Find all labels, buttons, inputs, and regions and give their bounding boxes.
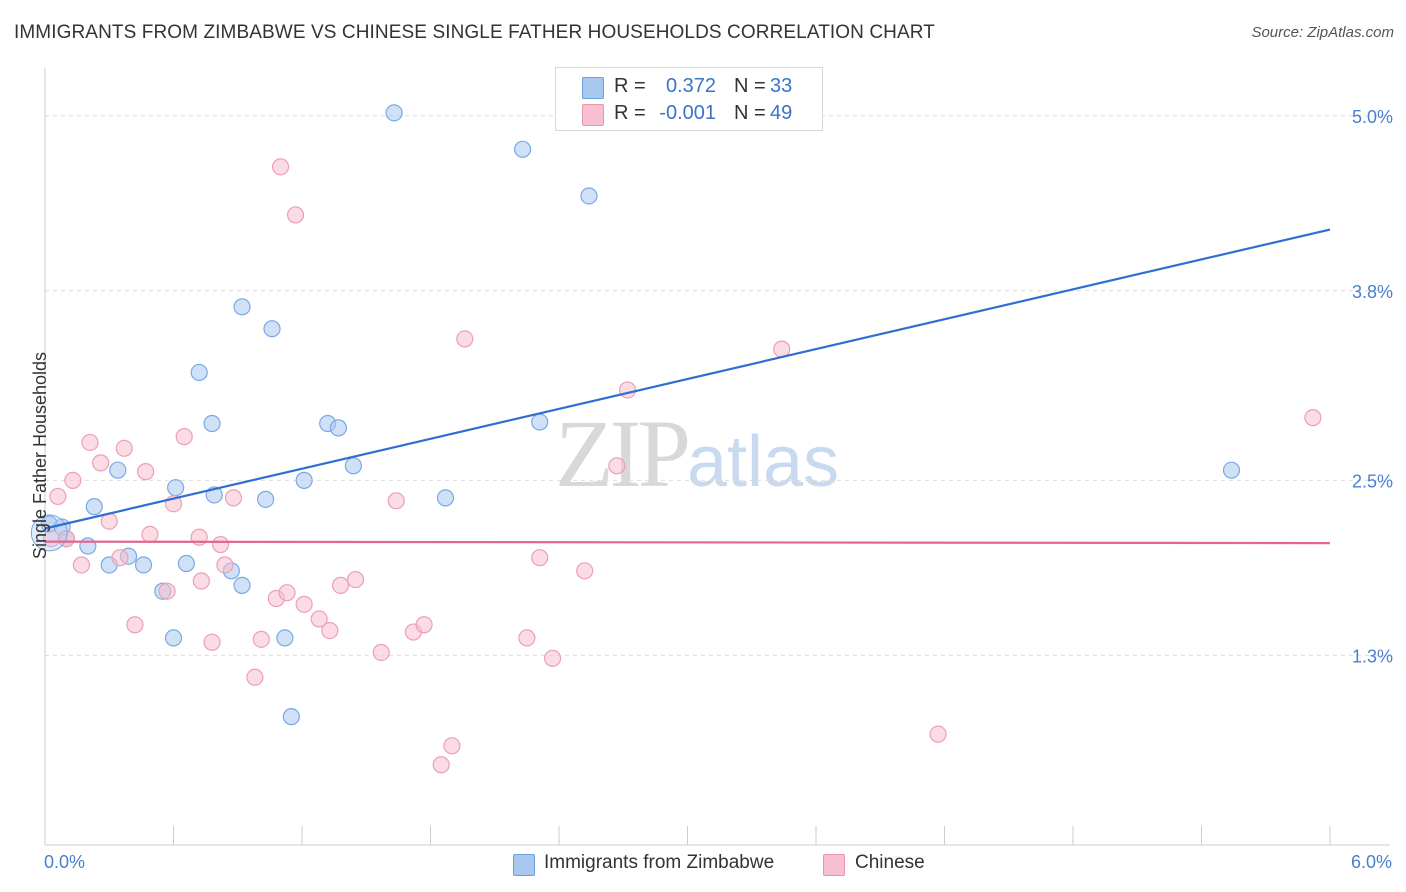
chinese-point [126,616,144,634]
y-tick-label: 3.8% [1352,282,1393,302]
y-tick-label: 5.0% [1352,107,1393,127]
bottom-legend-swatch-blue [513,854,535,876]
chinese-point [49,487,67,506]
chinese-point [216,556,234,574]
zimbabwe-point [109,461,127,479]
legend-n-value: 49 [770,102,793,124]
chinese-point [331,576,350,594]
chinese-point [1304,409,1322,427]
chinese-point [175,428,193,446]
zimbabwe-point [164,629,183,647]
legend-row-zimbabwe: R = 0.372 N = 33 [556,74,822,100]
chinese-point [81,433,99,452]
zimbabwe-point [531,413,549,431]
watermark: ZIPatlas [555,398,839,509]
zimbabwe-point [385,104,403,122]
chinese-point [415,616,433,634]
zimbabwe-point [513,140,532,158]
x-axis-min-label: 0.0% [44,852,86,872]
chinese-point [518,629,536,647]
chinese-point [618,381,637,399]
chinese-point [271,158,290,176]
chinese-point [141,525,159,543]
chinese-trend-line [44,540,1331,545]
chinese-point [456,330,474,348]
chinese-point [212,535,230,554]
chinese-point [321,622,339,640]
chinese-point [252,630,270,648]
legend-n-value: 33 [770,75,793,97]
chinese-point [115,439,133,457]
watermark-atlas: atlas [687,422,840,502]
zimbabwe-point [177,554,195,573]
zimbabwe-point [580,187,598,205]
chinese-point [203,633,221,651]
legend-row-chinese: R = -0.001 N = 49 [556,101,822,127]
zimbabwe-point [134,556,153,574]
legend-r-value: 0.372 [665,75,716,97]
zimbabwe-point [190,363,208,382]
chinese-point [576,562,594,580]
zimbabwe-point [203,414,221,433]
zimbabwe-point [276,629,294,647]
legend-swatch-blue [582,77,604,99]
y-tick-label: 2.5% [1352,471,1393,491]
zimbabwe-point [256,490,275,508]
y-axis-label: Single Father Households [30,351,51,560]
legend-r-value: -0.001 [659,102,716,124]
source-credit: Source: ZipAtlas.com [1251,24,1394,41]
correlation-legend: R = 0.372 N = 33 R = -0.001 N = 49 [555,67,823,131]
zimbabwe-point [344,457,362,475]
chinese-point [432,756,450,774]
chinese-point [608,457,626,475]
legend-r-label: R = [614,102,646,124]
chinese-point [929,725,947,743]
chinese-point [543,649,562,667]
chinese-point [278,584,296,602]
zimbabwe-trend-line [44,228,1331,530]
chinese-point [224,489,243,507]
chinese-point [92,454,110,472]
bottom-legend-label: Chinese [855,852,925,873]
zimbabwe-point [85,498,103,516]
zimbabwe-point [167,479,185,497]
zimbabwe-point [282,708,300,726]
chinese-point [286,206,305,224]
chinese-point [346,570,365,589]
zimbabwe-point [233,576,251,594]
chinese-point [137,463,155,481]
x-axis-max-label: 6.0% [1350,852,1392,872]
legend-n-label: N = [734,102,766,124]
chinese-point [443,737,461,755]
legend-swatch-pink [582,104,604,126]
chinese-point [111,549,129,567]
chinese-point [64,471,82,489]
chinese-point [531,549,549,567]
chinese-point [246,668,264,686]
zimbabwe-point [436,489,455,507]
chinese-point [72,556,91,574]
chinese-point [158,582,176,600]
legend-r-label: R = [614,75,646,97]
zimbabwe-point [1222,461,1241,479]
chart-title: IMMIGRANTS FROM ZIMBABWE VS CHINESE SING… [14,22,935,43]
chinese-point [310,610,328,628]
chinese-point [387,492,405,510]
zimbabwe-point [329,419,348,437]
chinese-point [372,643,390,662]
y-tick-label: 1.3% [1352,646,1393,666]
zimbabwe-point [233,298,251,316]
bottom-legend-label: Immigrants from Zimbabwe [544,852,775,873]
chinese-point [295,595,313,613]
watermark-zip: ZIP [555,400,691,507]
chinese-point [192,572,210,590]
zimbabwe-point [263,320,281,338]
zimbabwe-point [295,471,313,489]
bottom-legend-swatch-pink [823,854,845,876]
legend-n-label: N = [734,75,766,97]
zimbabwe-point [79,537,97,555]
